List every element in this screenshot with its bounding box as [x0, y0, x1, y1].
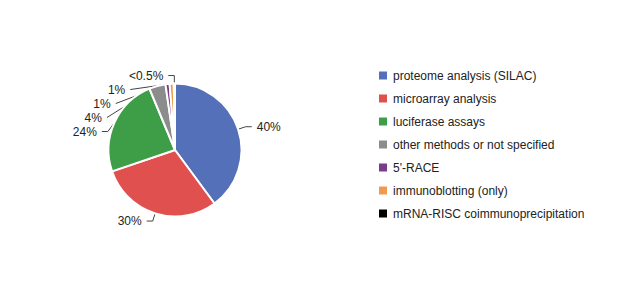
- svg-text:1%: 1%: [108, 83, 126, 97]
- svg-text:other methods or not specified: other methods or not specified: [393, 138, 554, 152]
- svg-text:30%: 30%: [118, 214, 142, 228]
- svg-text:24%: 24%: [73, 125, 97, 139]
- svg-text:luciferase assays: luciferase assays: [393, 115, 485, 129]
- svg-text:4%: 4%: [85, 111, 103, 125]
- svg-text:proteome analysis (SILAC): proteome analysis (SILAC): [393, 69, 536, 83]
- svg-text:40%: 40%: [257, 120, 281, 134]
- svg-text:microarray analysis: microarray analysis: [393, 92, 496, 106]
- svg-text:1%: 1%: [93, 97, 111, 111]
- svg-text:mRNA-RISC coimmunoprecipitatio: mRNA-RISC coimmunoprecipitation: [393, 207, 584, 221]
- svg-text:<0.5%: <0.5%: [129, 69, 164, 83]
- svg-text:immunoblotting (only): immunoblotting (only): [393, 184, 508, 198]
- svg-text:5'-RACE: 5'-RACE: [393, 161, 439, 175]
